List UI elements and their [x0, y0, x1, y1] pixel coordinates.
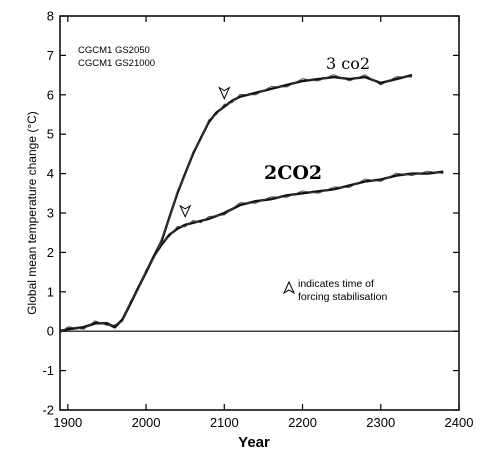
series-group: [59, 73, 444, 334]
x-tick-label: 1900: [53, 415, 82, 430]
x-axis-title: Year: [238, 434, 270, 451]
legend-entry-1: CGCM1 GS2050: [78, 45, 150, 56]
x-tick-label: 2400: [445, 415, 474, 430]
y-axis-ticks: -2 -1 0 1 2 3 4 5 6 7 8: [42, 9, 459, 418]
y-tick-label: 2: [47, 245, 54, 260]
stabilisation-marker: [218, 86, 231, 100]
annotation-line-1: indicates time of: [298, 278, 374, 290]
plot-frame: [59, 15, 460, 411]
y-tick-label: 0: [47, 324, 54, 339]
y-tick-label: -2: [42, 403, 54, 418]
y-tick-label: 4: [47, 166, 54, 181]
y-tick-label: 8: [47, 9, 54, 24]
y-tick-label: 6: [47, 87, 54, 102]
stabilisation-marker: [179, 204, 192, 219]
y-tick-label: 5: [47, 127, 54, 142]
series-label-3co2: 3 co2: [326, 54, 370, 73]
x-tick-label: 2100: [210, 415, 239, 430]
marker-legend-icon: [282, 280, 296, 295]
series-line-2: [59, 170, 444, 333]
x-axis-ticks: 1900 2000 2100 2200 2300 2400: [53, 16, 473, 430]
y-tick-label: 7: [47, 48, 54, 63]
x-tick-label: 2300: [366, 415, 395, 430]
series-line-2-variant: [59, 170, 444, 334]
y-tick-label: -1: [42, 363, 54, 378]
series-label-2co2: 2CO2: [264, 162, 322, 184]
y-axis-title: Global mean temperature change (°C): [25, 111, 39, 315]
y-tick-label: 3: [47, 206, 54, 221]
annotation-line-2: forcing stabilisation: [298, 291, 387, 303]
stabilisation-markers: [179, 86, 231, 219]
legend-entry-2: CGCM1 GS21000: [78, 58, 155, 69]
x-tick-label: 2200: [288, 415, 317, 430]
y-tick-label: 1: [47, 284, 54, 299]
x-tick-label: 2000: [132, 415, 161, 430]
